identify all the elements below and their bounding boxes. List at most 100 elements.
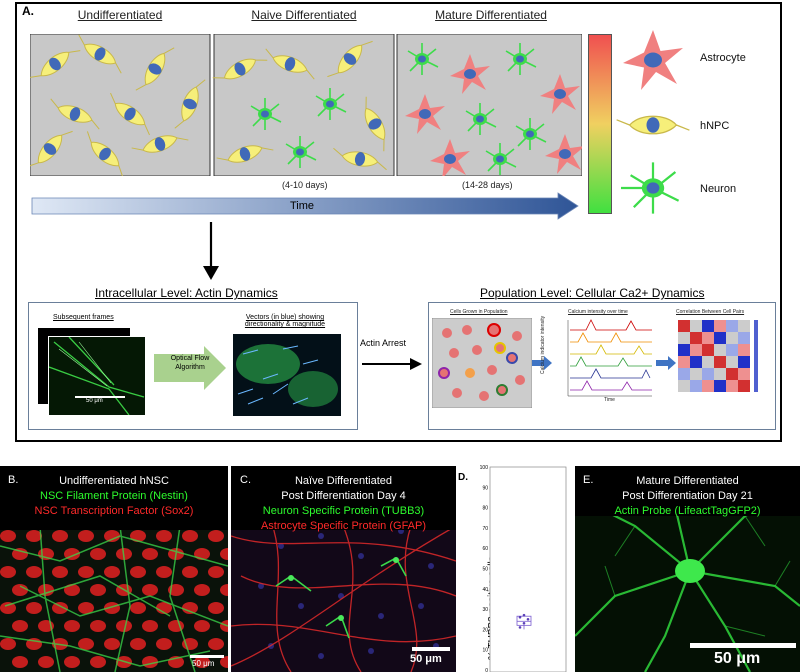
y-tick-label: 80 (482, 506, 488, 512)
heatmap-cell (678, 332, 690, 344)
optical-flow-label: Optical Flow Algorithm (170, 355, 210, 371)
y-tick-label: 30 (482, 607, 488, 613)
actin-arrest-label: Actin Arrest (360, 338, 407, 348)
subsequent-frames-label: Subsequent frames (53, 314, 114, 321)
heatmap-cell (738, 332, 750, 344)
mature-days-label: (14-28 days) (462, 180, 513, 190)
stage-undifferentiated-title: Undifferentiated (77, 8, 163, 22)
data-point (522, 622, 526, 625)
panel-e-scale-bar (690, 643, 796, 648)
panel-c-line1: Neuron Specific Protein (TUBB3) (262, 505, 425, 517)
vectors-title: Vectors (in blue) showing directionality… (244, 314, 326, 328)
data-point (518, 615, 522, 619)
heatmap-cell (738, 368, 750, 380)
nucleus (208, 638, 224, 650)
heatmap-cell (702, 320, 714, 332)
frame-scale-bar (75, 396, 125, 398)
panel-b-scale-bar (190, 655, 224, 658)
nucleus (182, 566, 198, 578)
heatmap-cell (678, 380, 690, 392)
panel-e-letter: E. (583, 474, 594, 486)
nucleus (194, 584, 210, 596)
nucleus (78, 566, 94, 578)
y-tick-label: 60 (482, 546, 488, 552)
y-tick-label: 10 (482, 648, 488, 654)
panel-c-subtitle: Post Differentiation Day 4 (281, 490, 406, 502)
nucleus (90, 548, 106, 560)
actin-arrest-arrow (362, 358, 422, 370)
panel-c-letter: C. (240, 474, 251, 486)
data-point (522, 613, 526, 617)
nucleus (130, 530, 146, 542)
cell-stage-illustration (30, 34, 582, 176)
nucleus (220, 584, 228, 596)
legend-neuron-label: Neuron (700, 183, 737, 195)
heatmap-cell (726, 320, 738, 332)
data-point (526, 617, 530, 621)
time-arrow (31, 192, 579, 220)
differentiation-gradient-bar (588, 34, 612, 214)
nucleus (64, 620, 80, 632)
heatmap-cell (726, 380, 738, 392)
nucleus (208, 602, 224, 614)
legend-astrocyte-label: Astrocyte (700, 52, 746, 64)
nucleus (130, 602, 146, 614)
heatmap-cell (714, 368, 726, 380)
calcium-traces (567, 319, 652, 397)
heatmap-cell (678, 344, 690, 356)
panel-e-title: Mature Differentiated (636, 475, 739, 487)
nucleus (194, 656, 210, 668)
optical-flow-arrow (154, 346, 226, 390)
nucleus (52, 566, 68, 578)
intracellular-title: Intracellular Level: Actin Dynamics (95, 286, 278, 300)
legend-illustrations (616, 30, 690, 214)
panel-a-letter: A. (22, 4, 34, 18)
nucleus (142, 620, 158, 632)
plot-frame (489, 466, 567, 672)
heatmap-cell (726, 332, 738, 344)
nucleus (12, 656, 28, 668)
panel-b-scale-label: 50 μm (192, 659, 215, 668)
y-tick-label: 40 (482, 587, 488, 593)
panel-c-scale-label: 50 μm (410, 653, 442, 665)
heatmap-cell (714, 332, 726, 344)
nucleus (104, 566, 120, 578)
nucleus (156, 530, 172, 542)
population-title: Population Level: Cellular Ca2+ Dynamics (480, 286, 705, 300)
nucleus (194, 620, 210, 632)
y-tick-label: 70 (482, 526, 488, 532)
intracellular-box (28, 302, 358, 430)
y-tick-label: 50 (482, 567, 488, 573)
heatmap-cell (690, 356, 702, 368)
heatmap-cell (690, 344, 702, 356)
nucleus (90, 656, 106, 668)
legend-hnpc-label: hNPC (700, 120, 730, 132)
nucleus (78, 602, 94, 614)
stage-mature-title: Mature Differentiated (435, 8, 547, 22)
heatmap-cell (714, 380, 726, 392)
nucleus (78, 530, 94, 542)
heatmap-cell (702, 368, 714, 380)
time-label: Time (290, 200, 315, 212)
panel-b-letter: B. (8, 474, 19, 486)
nucleus (208, 566, 224, 578)
nucleus (90, 620, 106, 632)
heatmap-cell (702, 344, 714, 356)
panel-b-title: Undifferentiated hNSC (59, 475, 169, 487)
heatmap-cell (702, 380, 714, 392)
panel-e-header (575, 466, 800, 516)
heatmap-cell (690, 320, 702, 332)
nucleus (182, 530, 198, 542)
y-tick-label: 0 (485, 668, 488, 672)
frame-front (48, 336, 146, 416)
heatmap-cell (690, 368, 702, 380)
nucleus (78, 638, 94, 650)
nucleus (104, 530, 120, 542)
heatmap-cell (738, 320, 750, 332)
heatmap-cell (678, 320, 690, 332)
nucleus (0, 602, 16, 614)
nucleus (12, 548, 28, 560)
nucleus (116, 620, 132, 632)
nucleus (38, 656, 54, 668)
nucleus (130, 566, 146, 578)
